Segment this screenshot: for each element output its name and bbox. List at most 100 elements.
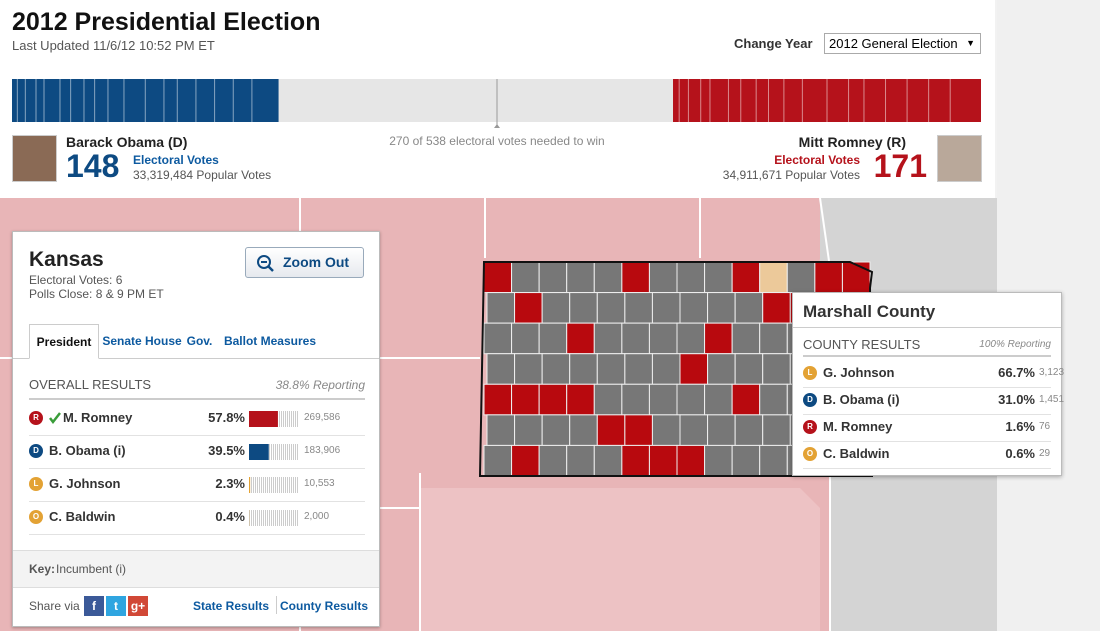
bar-hatch — [279, 510, 280, 526]
year-select[interactable]: 2012 General Election ▼ — [824, 33, 981, 54]
votes: 183,906 — [304, 445, 341, 456]
bar-hatch — [293, 477, 294, 493]
county — [514, 414, 543, 446]
votes: 3,123 — [1039, 367, 1065, 378]
percent: 66.7% — [998, 365, 1035, 380]
result-row: O C. Baldwin 0.6% 29 — [803, 441, 1051, 469]
popular-votes: 33,319,484 Popular Votes — [133, 168, 272, 182]
reporting: 38.8% Reporting — [275, 378, 365, 392]
county — [569, 414, 598, 446]
county-results-link[interactable]: County Results — [280, 599, 369, 613]
zoom-out-text: Zoom Out — [283, 254, 350, 270]
party-badge: D — [29, 444, 43, 458]
link-divider — [276, 596, 277, 614]
county — [486, 353, 516, 385]
tab[interactable]: Gov. — [186, 334, 213, 348]
bar-hatch — [257, 510, 258, 526]
votes: 2,000 — [304, 511, 330, 522]
bar-hatch — [283, 444, 284, 460]
check — [49, 412, 61, 425]
county-name: Marshall County — [803, 302, 936, 321]
county — [541, 414, 571, 446]
county — [593, 322, 623, 355]
zoom-icon — [257, 255, 274, 272]
county — [511, 444, 540, 477]
percent-fill — [249, 444, 269, 460]
percent-fill — [249, 411, 278, 427]
bar-hatch — [289, 510, 290, 526]
tab[interactable]: Ballot Measures — [223, 334, 317, 348]
tab[interactable]: President — [29, 324, 99, 359]
share-icon[interactable]: g+ — [128, 596, 148, 616]
county — [566, 444, 595, 477]
bar-hatch — [297, 411, 298, 427]
percent: 0.6% — [1005, 446, 1035, 461]
county — [679, 353, 709, 385]
percent: 1.6% — [1005, 419, 1035, 434]
winner-check — [49, 412, 61, 425]
county — [511, 261, 540, 294]
bar-hatch — [283, 411, 284, 427]
bar-hatch — [291, 444, 292, 460]
county — [621, 261, 650, 294]
county — [538, 322, 568, 355]
tab[interactable]: House — [145, 334, 182, 348]
results-title: OVERALL RESULTS — [29, 377, 152, 392]
bar-hatch — [281, 444, 282, 460]
county — [483, 444, 513, 477]
zoom-out-button[interactable]: Zoom Out — [245, 247, 364, 278]
bar-hatch — [249, 510, 250, 526]
county — [566, 261, 595, 294]
obama-photo — [12, 135, 57, 182]
county-rule — [803, 355, 1051, 357]
county — [486, 292, 516, 324]
candidate-name: G. Johnson — [49, 476, 121, 491]
county — [511, 322, 540, 355]
share-label: Share via — [29, 599, 80, 613]
state-outline — [478, 261, 874, 477]
bar-hatch — [295, 444, 296, 460]
bar-hatch — [279, 411, 280, 427]
bar-hatch — [255, 510, 256, 526]
threshold-text: 270 of 538 electoral votes needed to win — [389, 134, 605, 148]
party-badge: R — [29, 411, 43, 425]
state-results-link[interactable]: State Results — [193, 599, 270, 613]
county — [734, 414, 764, 446]
bar-hatch — [287, 411, 288, 427]
votes: 76 — [1039, 421, 1051, 432]
county — [651, 353, 681, 385]
bar-hatch — [285, 411, 286, 427]
county — [704, 444, 733, 477]
county — [731, 261, 761, 294]
bar-hatch — [253, 510, 254, 526]
candidate-name: G. Johnson — [823, 365, 895, 380]
county — [731, 383, 761, 416]
percent-bar — [249, 444, 298, 460]
state-electoral-votes: Electoral Votes: 6 — [29, 273, 123, 287]
dropdown-arrow: ▼ — [966, 38, 975, 48]
bar-hatch — [285, 477, 286, 493]
county — [676, 322, 706, 355]
county — [621, 322, 650, 355]
county — [841, 261, 871, 294]
last-updated: Last Updated 11/6/12 10:52 PM ET — [12, 38, 215, 53]
share-icon[interactable]: f — [84, 596, 104, 616]
county-results-title: COUNTY RESULTS — [803, 337, 921, 352]
votes: 269,586 — [304, 412, 341, 423]
tab-border — [13, 358, 379, 359]
county — [704, 261, 733, 294]
tab[interactable]: Senate — [102, 334, 142, 348]
bar-hatch — [275, 510, 276, 526]
bar-hatch — [273, 477, 274, 493]
state-panel: Kansas Electoral Votes: 6 Polls Close: 8… — [12, 231, 380, 627]
percent: 0.4% — [215, 509, 245, 524]
bar-hatch — [261, 510, 262, 526]
candidate-name: M. Romney — [823, 419, 893, 434]
bar-hatch — [271, 510, 272, 526]
electoral-votes: 171 — [873, 148, 927, 184]
percent: 2.3% — [215, 476, 245, 491]
county — [704, 383, 733, 416]
share-icon[interactable]: t — [106, 596, 126, 616]
candidate-name: Barack Obama (D) — [66, 134, 188, 150]
votes: 1,451 — [1039, 394, 1065, 405]
